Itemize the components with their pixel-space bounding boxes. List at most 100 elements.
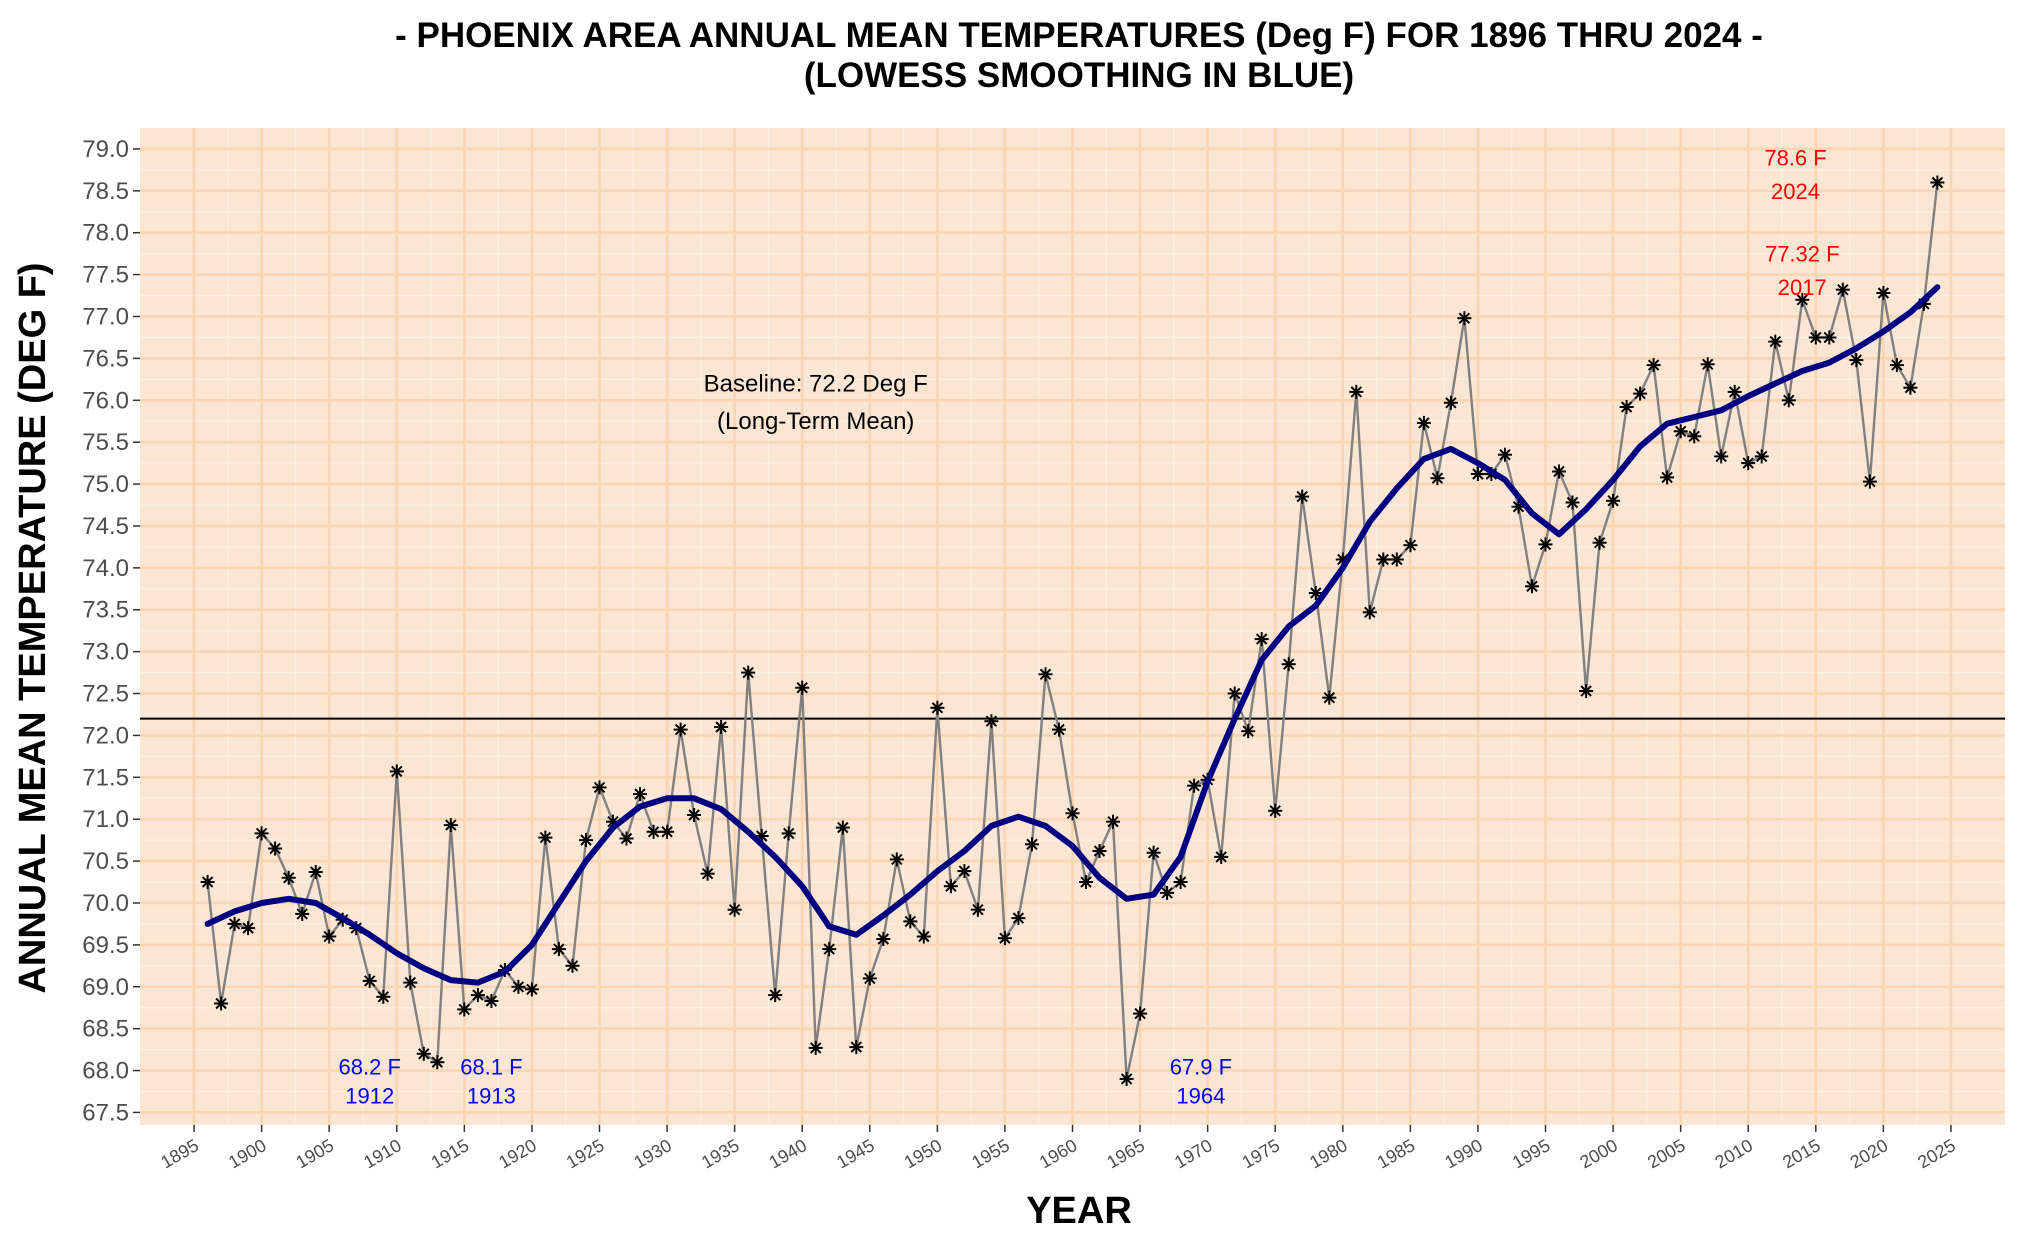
annotation-year-1912: 1912 [345, 1084, 394, 1109]
data-point-1928 [633, 787, 647, 802]
data-point-1913 [430, 1055, 445, 1070]
y-tick-label: 74.0 [82, 555, 129, 582]
y-tick-label: 71.5 [82, 764, 129, 791]
y-tick-label: 68.5 [82, 1016, 129, 1043]
data-point-1953 [970, 902, 985, 917]
data-point-2017 [1835, 282, 1850, 297]
data-point-1901 [268, 841, 283, 856]
data-point-1966 [1146, 845, 1161, 860]
x-tick-label: 2025 [1914, 1135, 1959, 1172]
data-point-1954 [984, 714, 999, 729]
data-point-1945 [862, 971, 877, 986]
data-point-2014 [1795, 292, 1810, 307]
x-axis-ticks: 1895 1900 1905 1910 1915 1920 1925 1930 1935 1940… [157, 1125, 1959, 1172]
y-tick-label: 73.0 [82, 639, 129, 666]
data-point-2000 [1606, 493, 1621, 508]
x-tick-label: 1980 [1306, 1135, 1351, 1172]
data-point-1943 [835, 820, 850, 835]
data-point-1896 [200, 875, 215, 889]
data-point-1909 [376, 989, 391, 1004]
data-point-1935 [727, 902, 742, 917]
data-point-1984 [1389, 552, 1404, 567]
x-tick-label: 1955 [968, 1135, 1013, 1172]
data-point-2024 [1930, 175, 1945, 190]
data-point-1990 [1470, 467, 1485, 481]
data-point-1955 [997, 931, 1012, 946]
x-tick-label: 1900 [225, 1135, 270, 1172]
y-tick-label: 70.0 [82, 890, 129, 917]
data-point-1932 [687, 808, 702, 822]
annotation-year-2017: 2017 [1778, 275, 1827, 300]
y-tick-label: 72.5 [82, 681, 129, 708]
y-tick-label: 77.0 [82, 304, 129, 331]
series-lowess [204, 284, 1941, 986]
data-point-1972 [1227, 686, 1242, 701]
baseline-label: Baseline: 72.2 Deg F [704, 371, 928, 398]
data-point-2012 [1768, 334, 1783, 349]
y-tick-label: 76.0 [82, 387, 129, 414]
data-point-1912 [416, 1046, 431, 1061]
data-point-2003 [1646, 358, 1661, 373]
lowess-line [204, 284, 1941, 986]
x-tick-label: 1945 [833, 1135, 878, 1172]
y-tick-label: 69.5 [82, 932, 129, 959]
data-point-1950 [930, 700, 945, 715]
data-point-1969 [1187, 778, 1202, 793]
chart-subtitle: (LOWESS SMOOTHING IN BLUE) [804, 56, 1354, 95]
data-point-1983 [1376, 552, 1391, 567]
y-axis-ticks: 67.5 68.0 68.5 69.0 69.5 70.0 70.5 71.0 71.5 72.0… [82, 136, 140, 1126]
data-point-1976 [1281, 657, 1296, 672]
data-point-1931 [673, 722, 688, 737]
annotations: 78.6 F 2024 77.32 F 2017 68.2 F 1912 68.1 F 191… [339, 145, 1840, 1108]
data-point-1960 [1065, 806, 1080, 821]
data-point-1922 [551, 942, 566, 957]
annotation-year-2024: 2024 [1771, 179, 1820, 204]
y-tick-label: 71.0 [82, 806, 129, 833]
x-tick-label: 2010 [1712, 1135, 1757, 1172]
data-point-2011 [1754, 449, 1769, 464]
data-point-1949 [916, 929, 931, 944]
data-point-1923 [565, 958, 580, 973]
y-tick-label: 72.0 [82, 722, 129, 749]
y-tick-label: 70.5 [82, 848, 129, 875]
data-point-1995 [1538, 537, 1553, 552]
data-point-1985 [1403, 538, 1418, 553]
data-point-1917 [484, 994, 499, 1008]
data-point-2015 [1808, 330, 1823, 345]
data-point-1996 [1552, 464, 1566, 479]
data-point-2005 [1673, 424, 1688, 439]
data-point-1911 [403, 975, 418, 990]
data-point-1908 [362, 973, 377, 988]
data-point-2010 [1741, 456, 1756, 471]
data-point-1939 [781, 826, 796, 841]
data-point-1965 [1133, 1006, 1148, 1021]
x-tick-label: 1950 [901, 1135, 946, 1172]
y-axis-title: ANNUAL MEAN TEMPERATURE (DEG F) [12, 262, 54, 993]
data-point-1964 [1119, 1071, 1134, 1086]
data-point-1930 [660, 824, 675, 839]
data-point-1941 [808, 1040, 823, 1055]
y-tick-label: 75.0 [82, 471, 129, 498]
x-tick-label: 1895 [157, 1135, 202, 1172]
y-tick-label: 75.5 [82, 429, 129, 456]
baseline-label-sub: (Long-Term Mean) [717, 408, 914, 435]
annotation-year-1964: 1964 [1176, 1084, 1225, 1109]
data-point-1967 [1160, 885, 1175, 900]
annotation-value-2024: 78.6 F [1764, 145, 1826, 170]
x-tick-label: 1925 [563, 1135, 608, 1172]
data-point-2008 [1714, 449, 1729, 464]
data-point-1905 [322, 929, 337, 944]
x-tick-label: 2000 [1576, 1135, 1621, 1172]
data-point-1987 [1430, 471, 1445, 486]
data-point-1914 [443, 818, 458, 833]
y-tick-label: 79.0 [82, 136, 129, 163]
data-point-1958 [1038, 667, 1053, 682]
data-point-1925 [592, 780, 607, 795]
y-tick-label: 77.5 [82, 262, 129, 289]
data-point-1915 [457, 1002, 472, 1017]
data-point-2022 [1903, 380, 1918, 395]
data-point-2002 [1633, 386, 1648, 401]
data-point-1947 [889, 852, 904, 867]
x-tick-label: 1930 [630, 1135, 675, 1172]
y-tick-label: 78.0 [82, 220, 129, 247]
